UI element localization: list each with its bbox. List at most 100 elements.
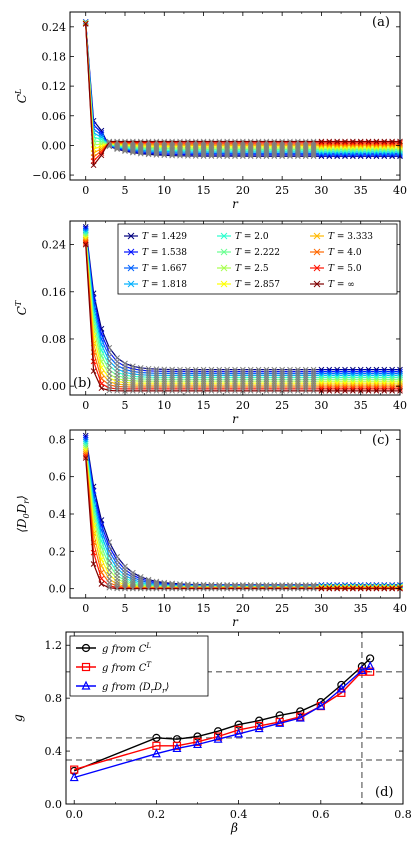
panel-b-series-11 (82, 241, 403, 394)
panel-a-series-line (85, 21, 400, 157)
panel-b-point (185, 388, 191, 394)
panel-b-point (326, 388, 333, 394)
panel-b-point (247, 388, 254, 394)
legend-label: T = 2.857 (235, 280, 280, 290)
panel-c-point (82, 451, 89, 457)
legend-item: T = 1.818 (124, 280, 187, 290)
panel-b-point (334, 388, 340, 394)
panel-b-point (373, 388, 380, 394)
panel-c-point (279, 585, 285, 592)
legend-item: T = ∞ (310, 280, 355, 290)
legend-label: T = 5.0 (328, 264, 362, 274)
legend-item: T = 2.222 (217, 248, 280, 258)
panel-a-xtick-label: 10 (157, 184, 171, 197)
panel-d-legend: g from CL g from CT g from ⟨DrDr⟩ (69, 635, 209, 697)
panel-a-series-line (85, 23, 400, 154)
panel-c-point (310, 585, 317, 592)
panel-d-series-2 (69, 661, 375, 782)
legend-label: g from ⟨DrDr⟩ (102, 682, 169, 695)
panel-c-series-5 (82, 442, 403, 590)
panel-a-ytick-label: −0.06 (32, 169, 66, 182)
panel-c-point (232, 585, 238, 592)
panel-a-series-8 (82, 20, 403, 156)
panel-a-point (98, 145, 105, 152)
panel-a-point (318, 138, 325, 145)
panel-a-xtick-label: 25 (275, 184, 289, 197)
panel-d-point-square (193, 737, 202, 746)
panel-a-xlabel: r (232, 197, 239, 211)
panel-d-point-circle (234, 720, 243, 729)
panel-b-ytick-label: 0.24 (42, 239, 67, 252)
panel-c-point (365, 585, 372, 592)
panel-b-point (240, 388, 246, 394)
legend-label: T = 4.0 (328, 248, 362, 258)
panel-a-point (98, 147, 105, 154)
panel-b-tag: (b) (73, 376, 91, 391)
panel-d-point-triangle (336, 683, 346, 693)
panel-b-xtick-label: 5 (122, 399, 129, 412)
panel-b-ylabel: CT (14, 300, 29, 315)
panel-a-series-3 (82, 19, 403, 156)
panel-b-point (200, 388, 207, 394)
panel-a-series-4 (82, 19, 403, 154)
panel-c-point (357, 585, 364, 592)
legend-label: T = 1.818 (142, 280, 187, 290)
panel-d-xtick-label: 0.4 (230, 808, 248, 821)
panel-c-xtick-label: 35 (354, 602, 368, 615)
panel-a-point (137, 138, 144, 145)
panel-c-point (200, 585, 207, 592)
panel-c-point (82, 447, 89, 453)
panel-c-series-3 (82, 438, 403, 589)
panel-b-ytick-label: 0.08 (42, 333, 67, 346)
panel-c-xlabel: r (232, 615, 239, 629)
panel-a-point (122, 139, 128, 146)
panel-a-point (255, 138, 262, 145)
panel-a-series-0 (82, 19, 403, 160)
panel-d: 0.0 0.2 0.4 0.6 0.8 0.0 0.4 0.8 1.2 β (d) g g from C… (11, 631, 412, 835)
panel-b-point (161, 388, 168, 394)
legend-label: T = ∞ (328, 280, 355, 290)
panel-a-point (130, 138, 136, 145)
legend-item: T = 5.0 (310, 264, 362, 274)
panel-c-point (326, 585, 333, 592)
panel-c-point (302, 585, 309, 592)
panel-c-point (114, 585, 120, 592)
legend-marker (220, 248, 228, 256)
panel-c-xtick-label: 5 (122, 602, 129, 615)
panel-a-point (161, 138, 168, 145)
panel-a-point (130, 139, 136, 146)
legend-marker (220, 264, 228, 272)
panel-d-xlabel: β (230, 821, 238, 835)
panel-d-point-circle (152, 733, 161, 742)
panel-c-series-8 (82, 449, 403, 591)
panel-a-point (185, 138, 191, 145)
panel-c-point (247, 585, 254, 592)
panel-a-series-line (85, 22, 400, 155)
panel-c-series-line (85, 449, 400, 588)
panel-c-series-line (85, 455, 400, 589)
panel-a-xtick-label: 35 (354, 184, 368, 197)
panel-b-point (153, 388, 160, 394)
panel-a-point (302, 138, 309, 145)
panel-a-xtick-label: 15 (197, 184, 211, 197)
panel-b-ytick-label: 0.00 (42, 380, 67, 393)
panel-b-point (137, 388, 144, 394)
panel-c-point (287, 585, 293, 592)
panel-c-point (82, 455, 89, 461)
panel-d-point-circle (81, 643, 91, 653)
panel-c-point (185, 585, 191, 592)
panel-a-xtick-label: 20 (236, 184, 250, 197)
panel-a-point (271, 138, 278, 145)
panel-a-series-6 (82, 20, 403, 152)
panel-d-xtick-label: 0.6 (312, 808, 330, 821)
panel-a-point (279, 138, 285, 145)
legend-label: T = 2.222 (235, 248, 280, 258)
legend-item: T = 1.429 (124, 232, 187, 242)
panel-a-point (247, 138, 254, 145)
legend-label: T = 1.429 (142, 232, 187, 242)
panel-c-point (82, 449, 89, 455)
panel-c-xtick-label: 15 (197, 602, 211, 615)
panel-a-series-line (85, 22, 400, 153)
panel-a-point (98, 138, 105, 145)
legend-box (117, 223, 398, 295)
